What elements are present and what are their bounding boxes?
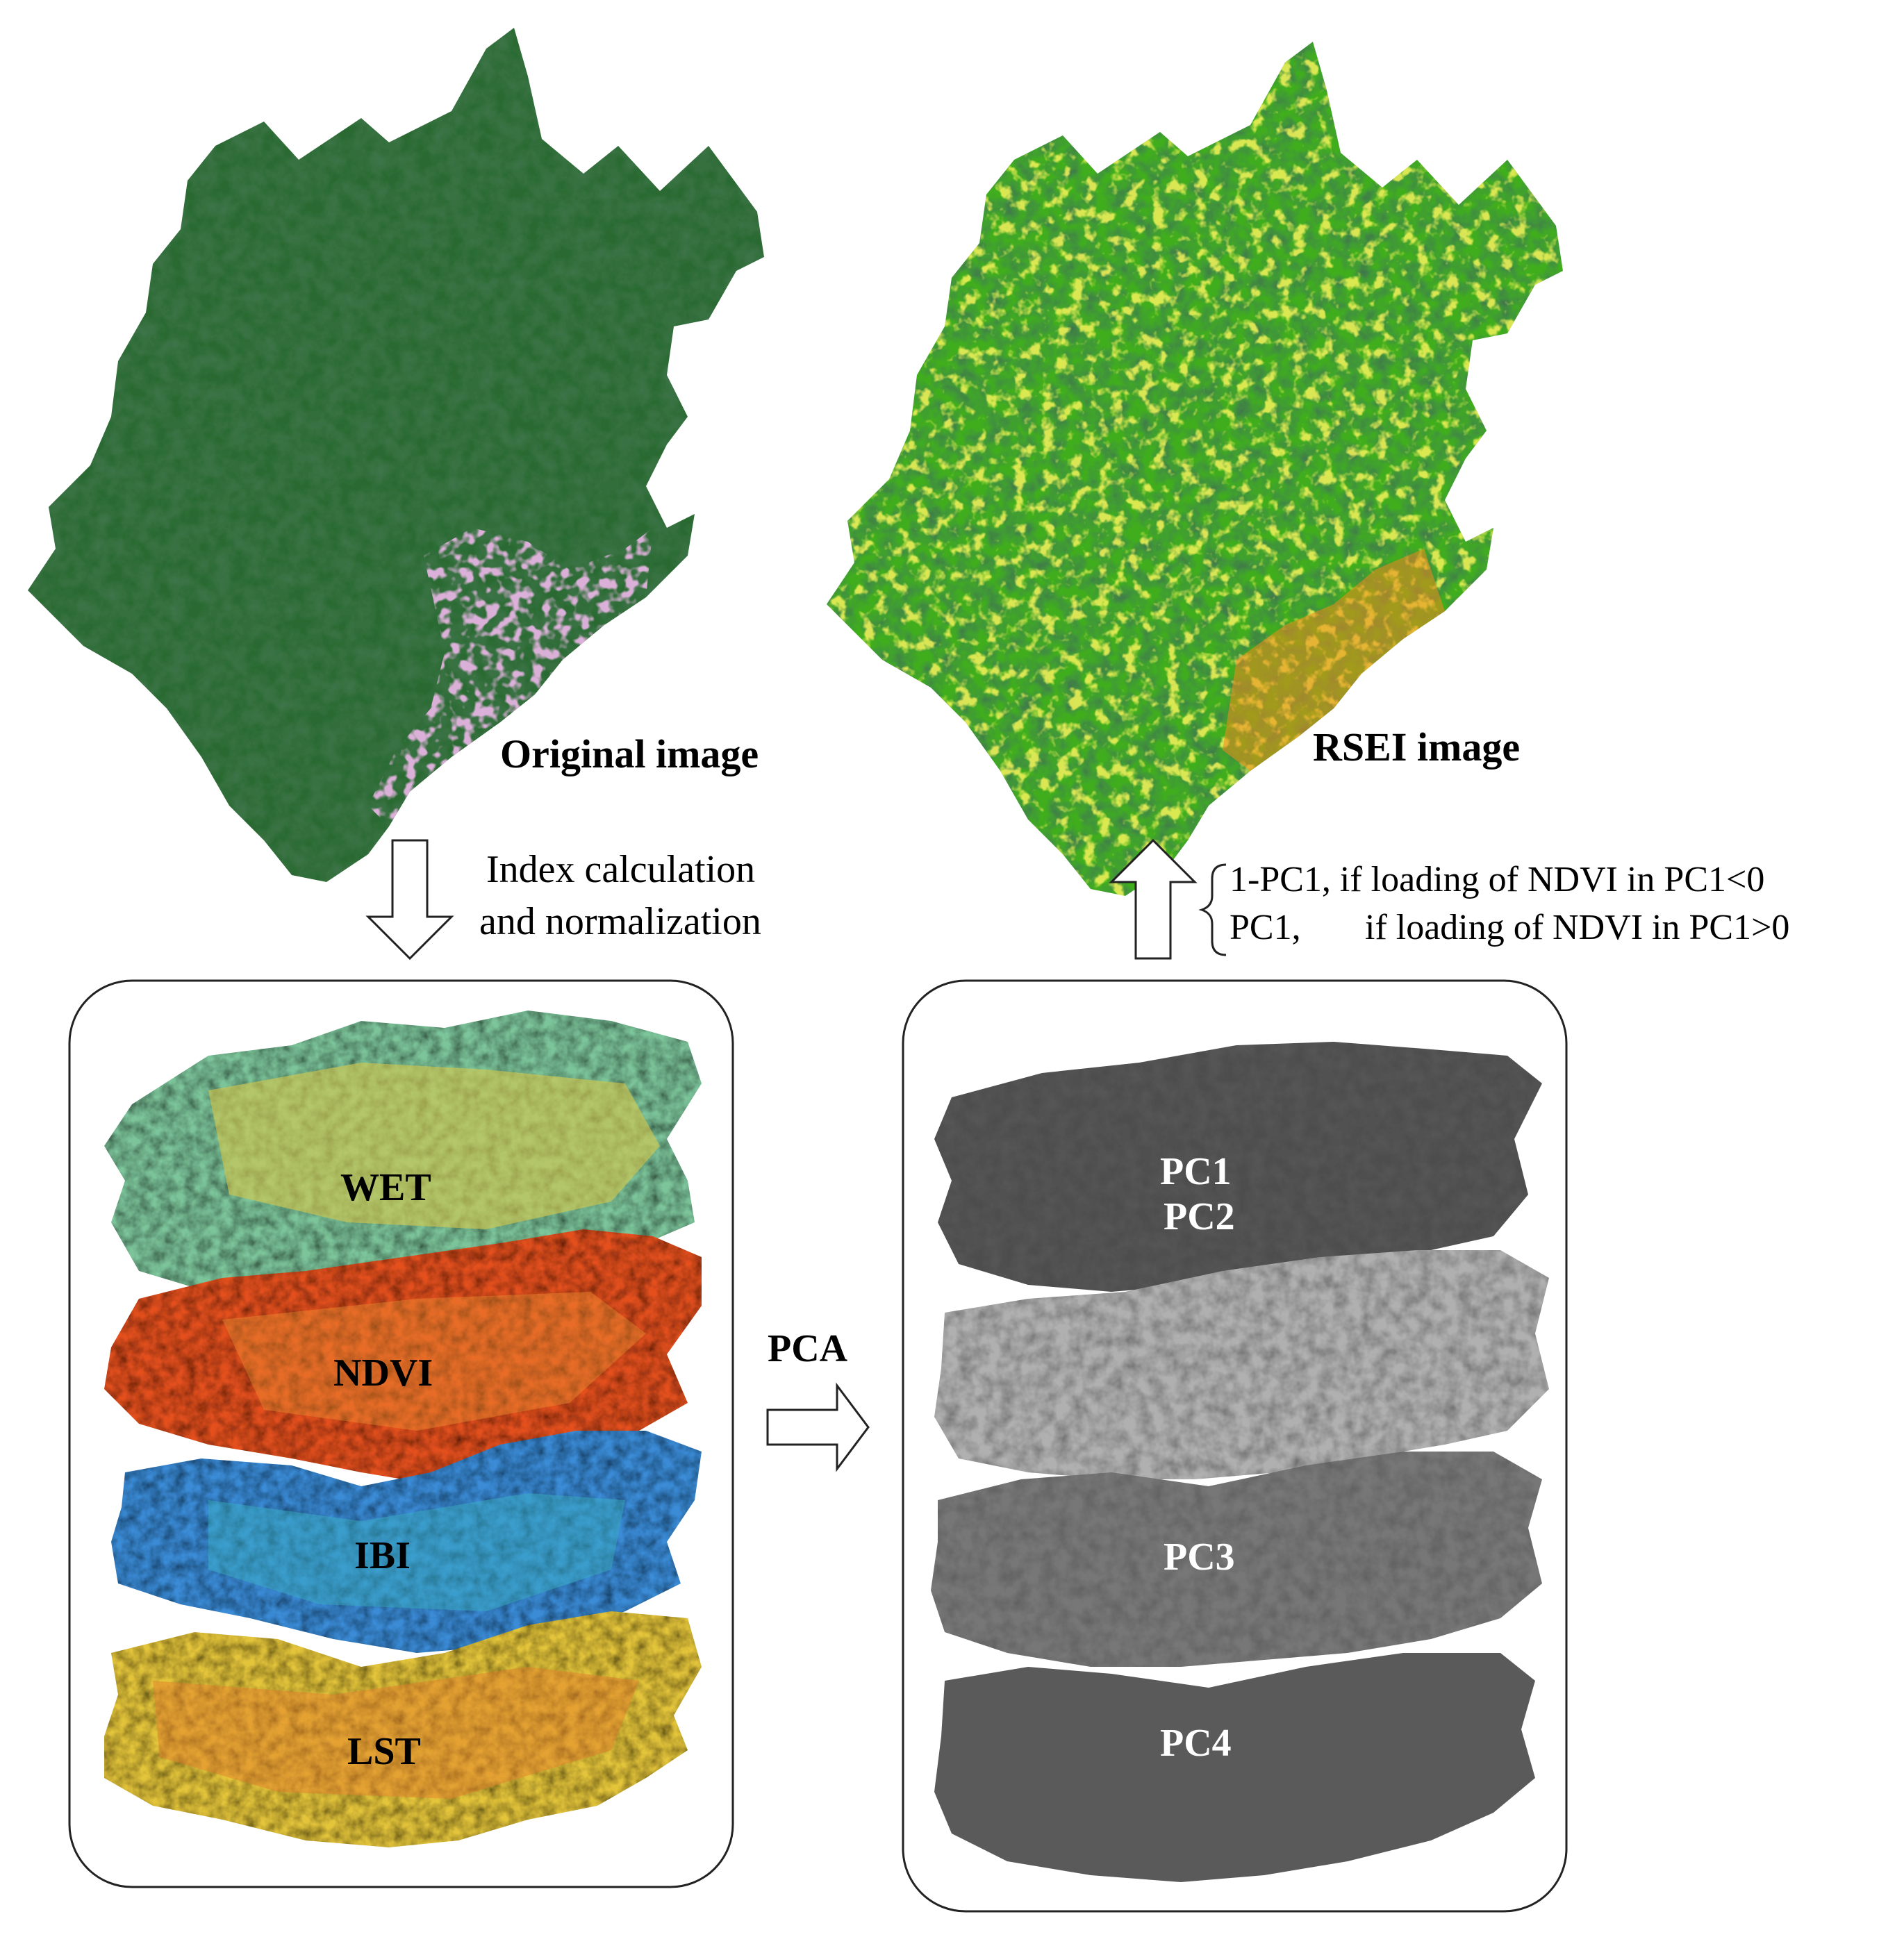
rsei-case-positive-condition: if loading of NDVI in PC1>0 [1365,908,1789,947]
rsei-image-map [827,42,1563,896]
down-arrow-icon [365,839,454,961]
layer-label-ndvi: NDVI [333,1352,433,1395]
normalization-text: and normalization [479,900,761,943]
pc2-layer [934,1250,1549,1479]
ibi-layer [111,1431,702,1653]
layer-label-pc3: PC3 [1164,1536,1235,1579]
layer-label-pc4: PC4 [1160,1722,1232,1765]
rsei-case-positive-prefix: PC1, [1230,908,1301,947]
pc-layers [931,1042,1549,1882]
layer-label-wet: WET [340,1166,431,1209]
index-calculation-text: Index calculation [486,848,755,891]
layer-label-lst: LST [347,1730,421,1773]
pca-label: PCA [768,1327,848,1370]
layer-label-pc2: PC2 [1164,1195,1235,1238]
index-layers [104,1011,702,1847]
original-image-label: Original image [500,731,759,776]
pc3-layer [931,1452,1542,1667]
up-arrow-icon [1109,838,1198,960]
rsei-image-label: RSEI image [1313,724,1520,770]
ndvi-layer [104,1229,702,1486]
original-image-map [28,28,764,882]
lst-layer [104,1611,702,1847]
rsei-case-negative: 1-PC1, if loading of NDVI in PC1<0 [1230,860,1764,899]
pc4-layer [934,1653,1535,1882]
right-arrow-icon [766,1382,870,1472]
pc1-layer [934,1042,1542,1292]
layer-label-pc1: PC1 [1160,1150,1232,1193]
layer-label-ibi: IBI [354,1534,411,1577]
curly-brace-icon [1198,863,1227,956]
